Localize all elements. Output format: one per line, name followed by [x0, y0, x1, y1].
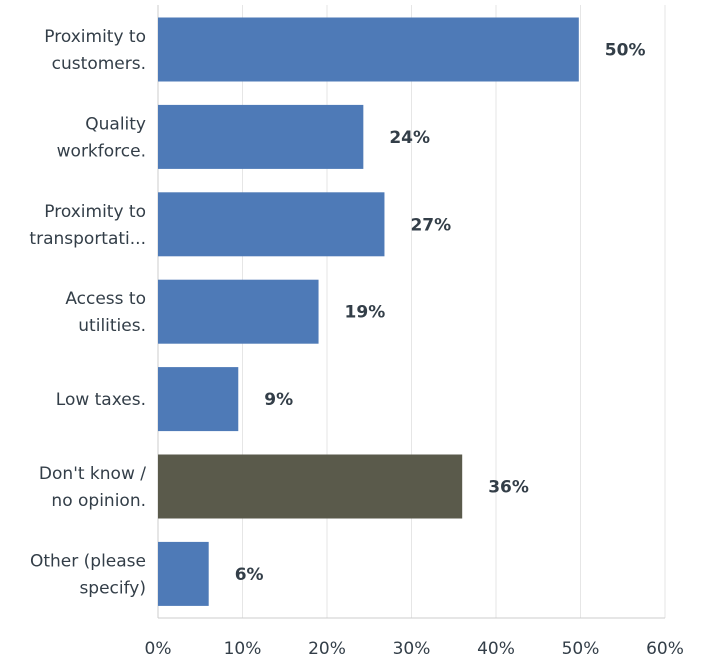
x-tick-label: 0%	[145, 639, 172, 658]
data-label: 36%	[488, 478, 529, 498]
data-label: 24%	[389, 128, 430, 148]
bar	[158, 279, 319, 344]
bar	[158, 104, 364, 169]
data-label: 50%	[605, 41, 646, 61]
x-axis-ticks: 0% 10% 20% 30% 40% 50% 60%	[145, 639, 684, 658]
category-labels: Proximity to customers. Quality workforce. P…	[29, 27, 146, 598]
bars	[158, 17, 579, 606]
category-label: Access to utilities.	[65, 289, 146, 336]
data-label: 19%	[345, 303, 386, 323]
x-tick-label: 60%	[646, 639, 684, 658]
category-label: Low taxes.	[56, 390, 146, 410]
x-tick-label: 20%	[308, 639, 346, 658]
data-label: 9%	[264, 390, 293, 410]
data-label: 6%	[235, 565, 264, 585]
category-label: Don't know / no opinion.	[39, 464, 146, 511]
x-tick-label: 50%	[562, 639, 600, 658]
bar	[158, 454, 463, 519]
x-tick-label: 30%	[393, 639, 431, 658]
category-label: Quality workforce.	[57, 114, 146, 161]
x-tick-label: 40%	[477, 639, 515, 658]
data-label: 27%	[410, 215, 451, 235]
bar	[158, 367, 239, 432]
bar	[158, 192, 385, 257]
category-label: Other (please specify)	[30, 551, 146, 598]
x-tick-label: 10%	[224, 639, 262, 658]
category-label: Proximity to customers.	[44, 27, 146, 74]
category-label: Proximity to transportati...	[29, 202, 146, 249]
bar	[158, 17, 579, 82]
bar	[158, 541, 209, 606]
data-labels: 50% 24% 27% 19% 9% 36% 6%	[235, 41, 646, 585]
